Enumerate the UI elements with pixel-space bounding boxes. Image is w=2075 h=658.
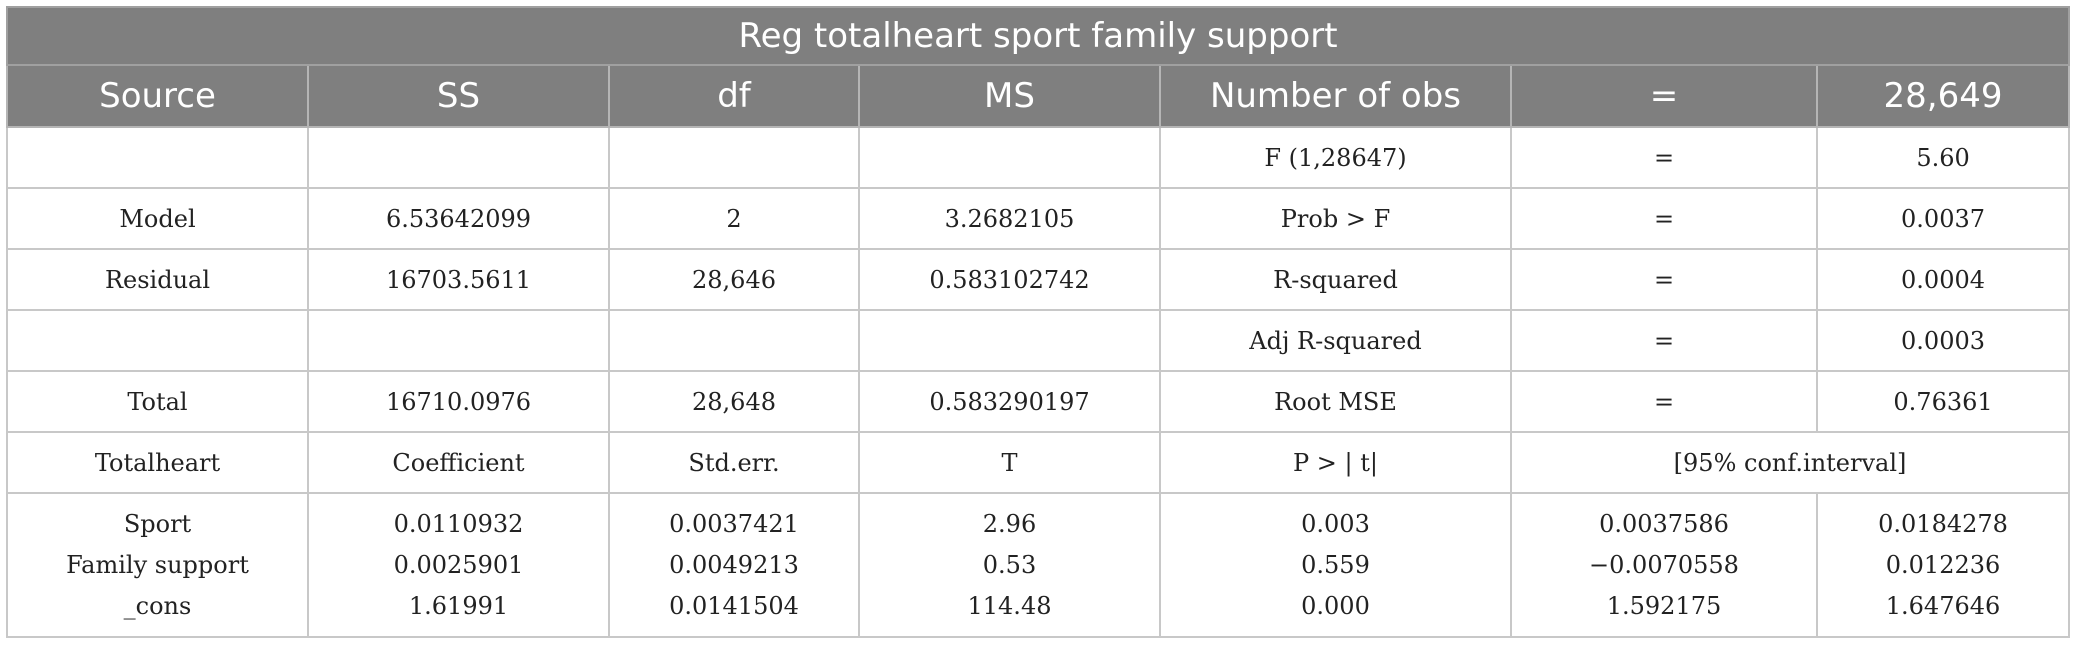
table-cell: Root MSE: [1159, 370, 1512, 433]
coef-ci-high-column: 0.0184278 0.012236 1.647646: [1815, 492, 2071, 638]
table-cell: =: [1510, 248, 1818, 311]
coef-coefficient: 0.0110932: [393, 509, 524, 538]
coef-variable: Sport: [123, 509, 192, 538]
coef-header-row: Totalheart Coefficient Std.err. T P > | …: [6, 431, 2071, 494]
table-cell: 3.2682105: [858, 187, 1161, 250]
table-cell: =: [1510, 187, 1818, 250]
header-cell: SS: [307, 64, 610, 128]
header-cell: =: [1510, 64, 1818, 128]
coef-std-err-column: 0.0037421 0.0049213 0.0141504: [608, 492, 860, 638]
table-cell: =: [1510, 370, 1818, 433]
coef-ci-low-column: 0.0037586 −0.0070558 1.592175: [1510, 492, 1818, 638]
coef-header-variable: Totalheart: [6, 431, 309, 494]
table-cell: F (1,28647): [1159, 126, 1512, 189]
coef-std-err: 0.0049213: [669, 550, 799, 579]
table-row: Model 6.53642099 2 3.2682105 Prob > F = …: [6, 187, 2071, 250]
coef-header-p: P > | t|: [1159, 431, 1512, 494]
table-cell: 0.0037: [1815, 187, 2071, 250]
coef-header-ci: [95% conf.interval]: [1509, 431, 2071, 494]
regression-table: Reg totalheart sport family support Sour…: [5, 6, 2071, 638]
table-cell: [307, 126, 610, 189]
coef-t: 2.96: [982, 509, 1037, 538]
header-cell: df: [608, 64, 860, 128]
table-row: F (1,28647) = 5.60: [6, 126, 2071, 189]
table-title-row: Reg totalheart sport family support: [5, 6, 2071, 66]
coef-header-coefficient: Coefficient: [307, 431, 610, 494]
coef-ci-high: 0.0184278: [1878, 509, 2008, 538]
coef-p: 0.003: [1301, 509, 1370, 538]
table-row: Total 16710.0976 28,648 0.583290197 Root…: [6, 370, 2071, 433]
table-cell: 0.76361: [1815, 370, 2071, 433]
table-cell: 28,648: [608, 370, 860, 433]
table-cell: 0.583102742: [858, 248, 1161, 311]
table-row: Adj R-squared = 0.0003: [6, 309, 2071, 372]
table-title: Reg totalheart sport family support: [5, 6, 2071, 66]
coef-coefficient: 0.0025901: [393, 550, 524, 579]
header-cell: MS: [858, 64, 1161, 128]
table-cell: Model: [6, 187, 309, 250]
table-cell: [608, 309, 860, 372]
table-cell: 28,646: [608, 248, 860, 311]
table-header-row: Source SS df MS Number of obs = 28,649: [6, 64, 2071, 128]
coef-rows-block: Sport Family support _cons 0.0110932 0.0…: [6, 492, 2071, 638]
table-cell: [608, 126, 860, 189]
table-cell: 16703.5611: [307, 248, 610, 311]
coef-variable: _cons: [123, 591, 192, 620]
table-cell: 5.60: [1815, 126, 2071, 189]
regression-table-container: Reg totalheart sport family support Sour…: [5, 6, 2071, 638]
table-cell: 0.0004: [1815, 248, 2071, 311]
table-cell: 6.53642099: [307, 187, 610, 250]
table-row: Residual 16703.5611 28,646 0.583102742 R…: [6, 248, 2071, 311]
table-cell: 2: [608, 187, 860, 250]
table-cell: =: [1510, 126, 1818, 189]
table-cell: Adj R-squared: [1159, 309, 1512, 372]
coef-std-err: 0.0037421: [669, 509, 799, 538]
coef-header-std-err: Std.err.: [608, 431, 860, 494]
header-cell: 28,649: [1815, 64, 2071, 128]
table-cell: [858, 309, 1161, 372]
coef-p: 0.000: [1301, 591, 1370, 620]
coef-p-column: 0.003 0.559 0.000: [1159, 492, 1512, 638]
coef-p: 0.559: [1301, 550, 1370, 579]
header-cell: Source: [6, 64, 309, 128]
coef-variable: Family support: [66, 550, 249, 579]
coef-coefficient: 1.61991: [408, 591, 509, 620]
table-cell: [307, 309, 610, 372]
coef-ci-high: 0.012236: [1885, 550, 2001, 579]
table-cell: Total: [6, 370, 309, 433]
coef-ci-high: 1.647646: [1885, 591, 2001, 620]
table-cell: [858, 126, 1161, 189]
table-cell: 0.0003: [1815, 309, 2071, 372]
coef-ci-low: 1.592175: [1606, 591, 1722, 620]
coef-std-err: 0.0141504: [669, 591, 799, 620]
coef-coefficient-column: 0.0110932 0.0025901 1.61991: [307, 492, 610, 638]
coef-t: 114.48: [967, 591, 1052, 620]
table-cell: [6, 309, 309, 372]
header-cell: Number of obs: [1159, 64, 1512, 128]
coef-ci-low: 0.0037586: [1599, 509, 1729, 538]
coef-t-column: 2.96 0.53 114.48: [858, 492, 1161, 638]
coef-variable-column: Sport Family support _cons: [6, 492, 309, 638]
table-cell: 16710.0976: [307, 370, 610, 433]
table-cell: R-squared: [1159, 248, 1512, 311]
coef-ci-low: −0.0070558: [1589, 550, 1739, 579]
table-cell: [6, 126, 309, 189]
table-cell: =: [1510, 309, 1818, 372]
coef-t: 0.53: [982, 550, 1037, 579]
table-cell: 0.583290197: [858, 370, 1161, 433]
coef-header-t: T: [858, 431, 1161, 494]
table-cell: Prob > F: [1159, 187, 1512, 250]
table-cell: Residual: [6, 248, 309, 311]
